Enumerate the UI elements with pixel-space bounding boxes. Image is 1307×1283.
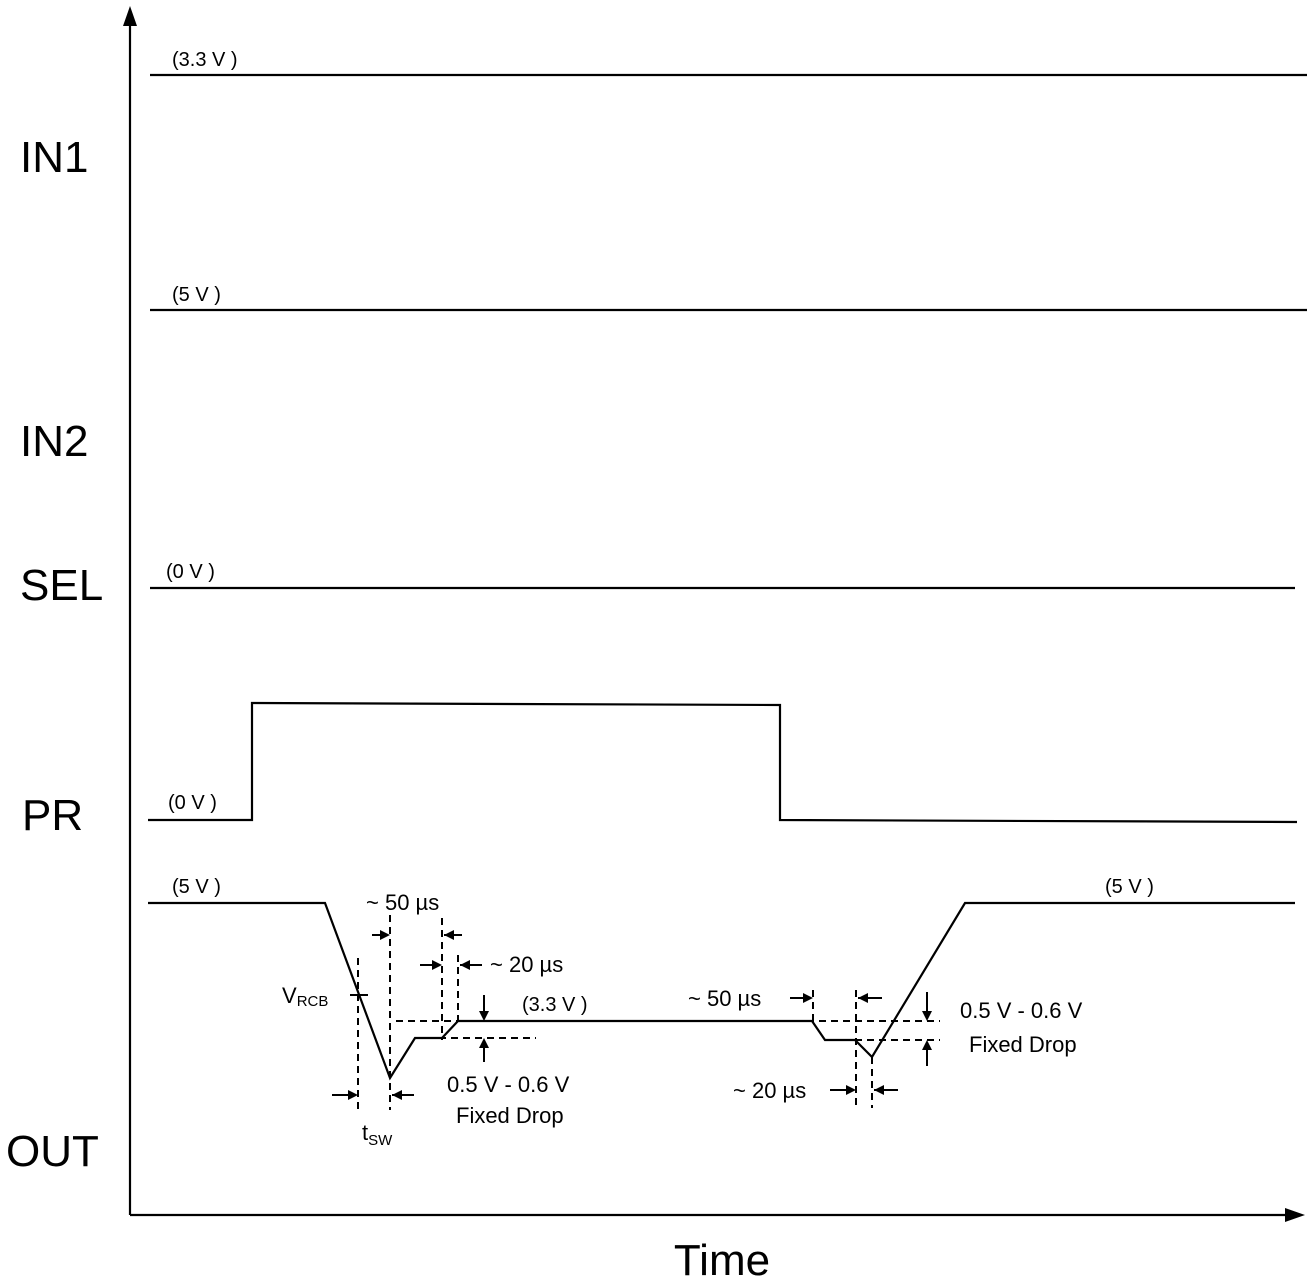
- signal-label-sel: SEL: [20, 561, 103, 610]
- pr-level: (0 V ): [168, 792, 217, 814]
- x-axis-arrowhead: [1285, 1208, 1305, 1222]
- signal-label-in1: IN1: [20, 133, 88, 182]
- right-transition-annotations: ~ 50 µs ~ 20 µs 0.5 V - 0.6 V Fixed Drop: [688, 986, 1083, 1108]
- in2-level: (5 V ): [172, 284, 221, 306]
- left-transition-annotations: ~ 50 µs ~ 20 µs VRCB tSW 0.5 V - 0.6 V F…: [282, 890, 570, 1149]
- label-drop-left-1: 0.5 V - 0.6 V: [447, 1072, 570, 1097]
- in1-level: (3.3 V ): [172, 49, 238, 71]
- x-axis-title: Time: [674, 1236, 770, 1283]
- out-level-mid: (3.3 V ): [522, 994, 588, 1016]
- out-level-start: (5 V ): [172, 876, 221, 898]
- axes: Time: [123, 6, 1305, 1283]
- out-trace: (5 V ) (3.3 V ) (5 V ): [148, 876, 1295, 1081]
- label-20us-right: ~ 20 µs: [733, 1078, 806, 1103]
- label-50us-right: ~ 50 µs: [688, 986, 761, 1011]
- out-level-end: (5 V ): [1105, 876, 1154, 898]
- sel-trace: (0 V ): [150, 561, 1295, 590]
- label-50us-left: ~ 50 µs: [366, 890, 439, 915]
- label-drop-left-2: Fixed Drop: [456, 1103, 564, 1128]
- label-drop-right-1: 0.5 V - 0.6 V: [960, 998, 1083, 1023]
- label-vrcb: VRCB: [282, 983, 328, 1010]
- in1-trace: (3.3 V ): [150, 49, 1307, 77]
- sel-level: (0 V ): [166, 561, 215, 583]
- in2-trace: (5 V ): [150, 284, 1307, 312]
- label-drop-right-2: Fixed Drop: [969, 1032, 1077, 1057]
- signal-label-in2: IN2: [20, 417, 88, 466]
- signal-label-pr: PR: [22, 791, 83, 840]
- label-20us-left: ~ 20 µs: [490, 952, 563, 977]
- signal-label-out: OUT: [6, 1127, 99, 1176]
- pr-trace: (0 V ): [148, 701, 1298, 824]
- y-axis-arrowhead: [123, 6, 137, 26]
- label-tsw: tSW: [362, 1120, 393, 1149]
